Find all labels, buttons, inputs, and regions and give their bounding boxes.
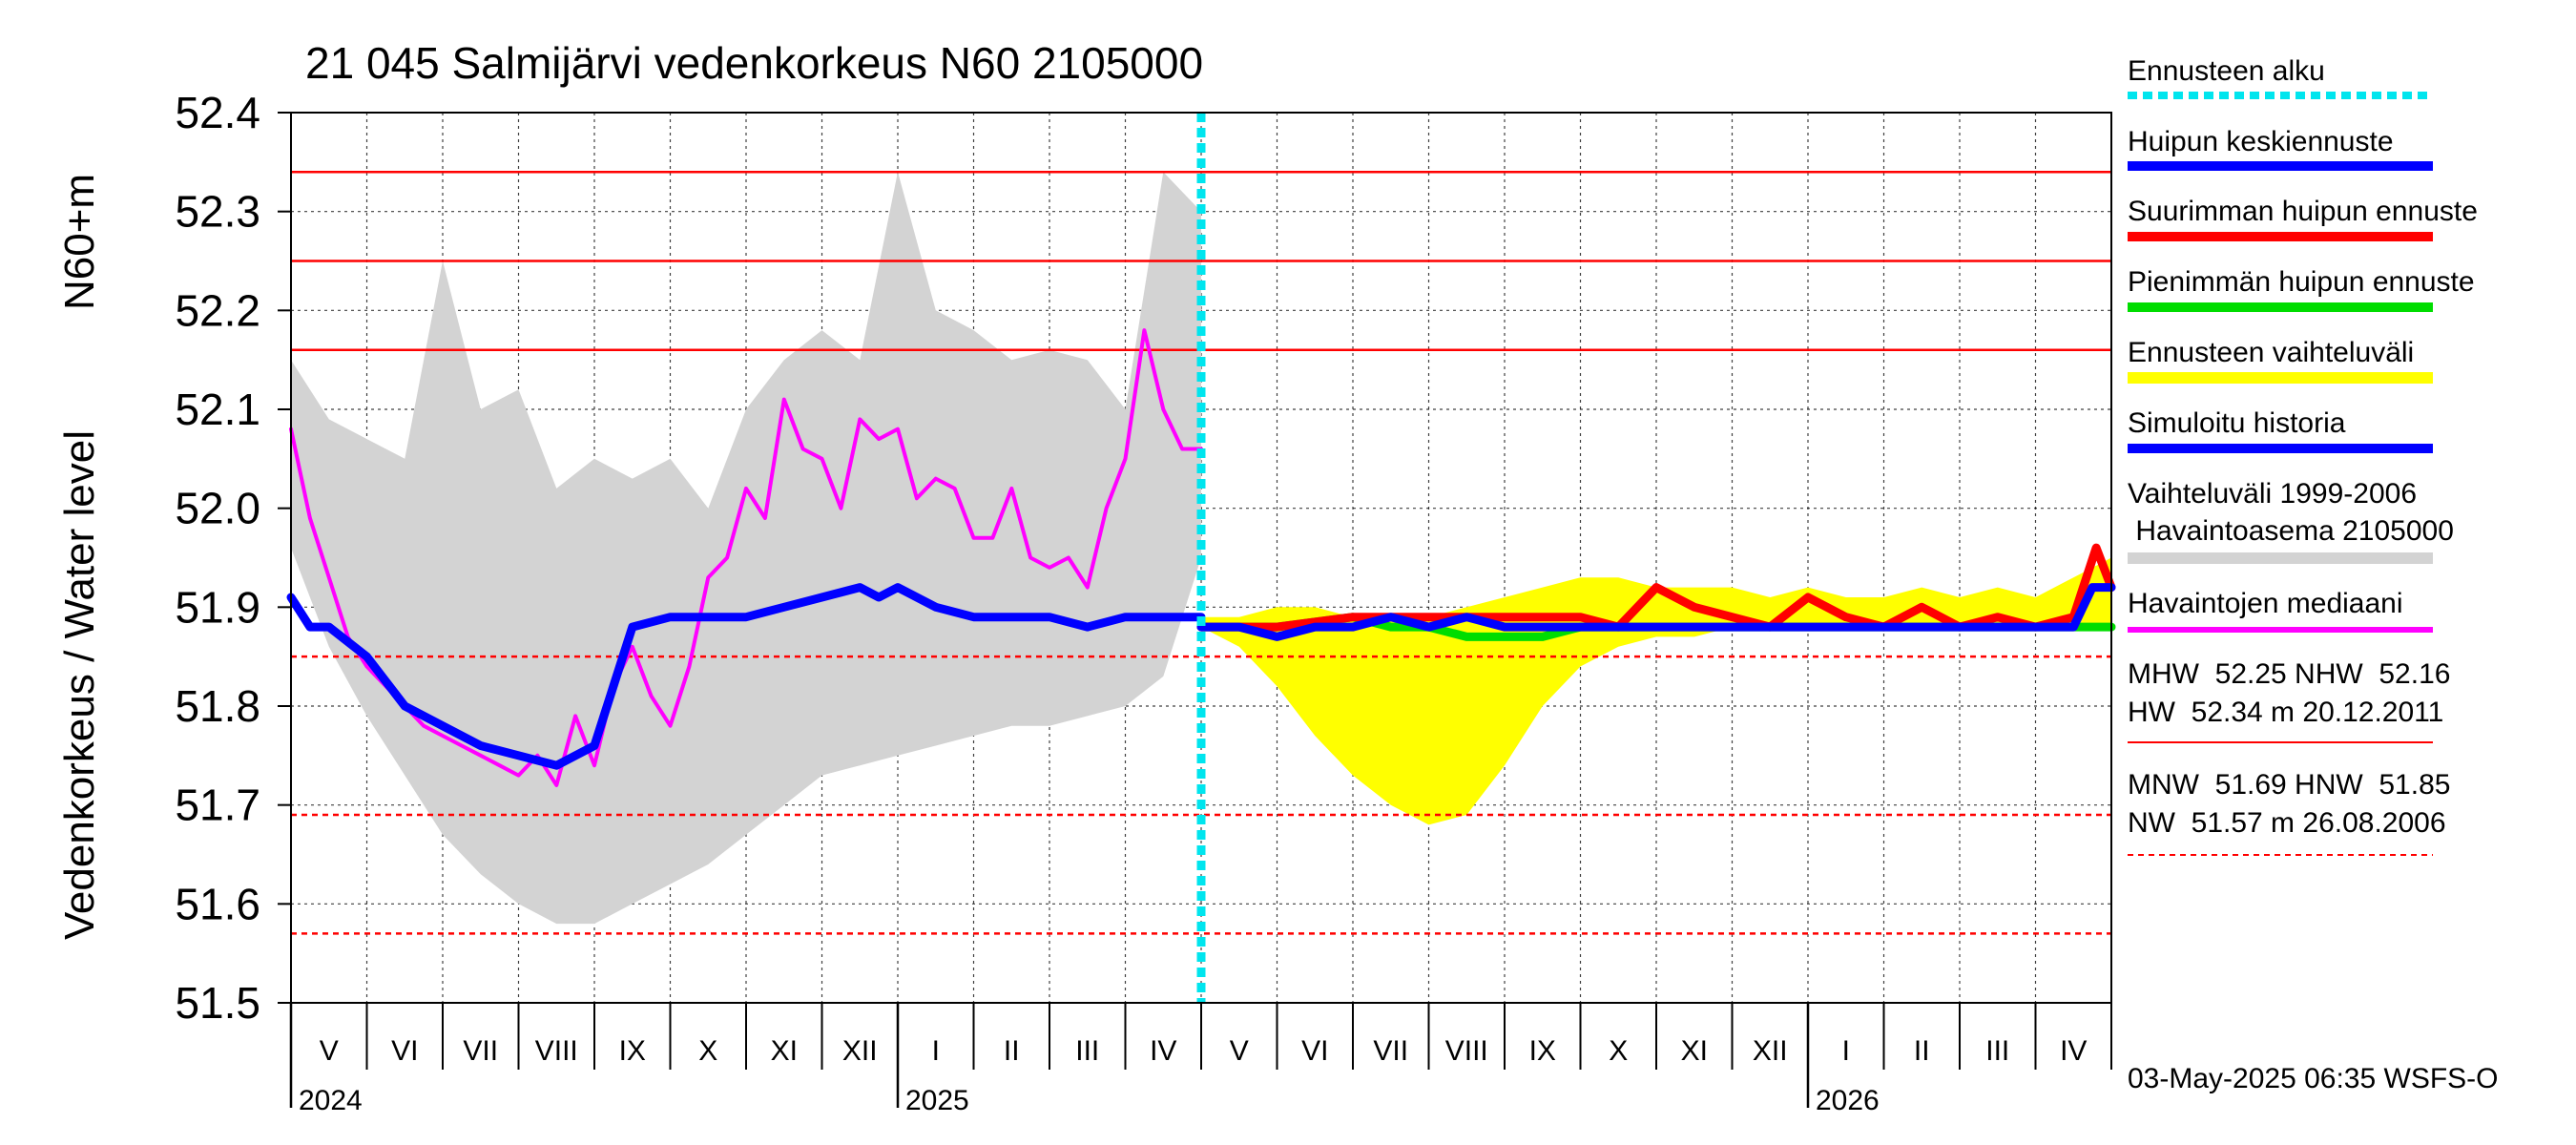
legend-label-observed-median: Havaintojen mediaani [2128,588,2403,619]
month-label: III [1075,1035,1099,1067]
legend-label-simulated-history: Simuloitu historia [2128,407,2346,439]
month-label: IV [1150,1035,1176,1067]
month-label: VIII [1445,1035,1488,1067]
legend-stats-low-2: NW 51.57 m 26.08.2006 [2128,807,2446,839]
month-label: VIII [535,1035,578,1067]
y-tick-label: 52.1 [175,385,260,434]
y-axis-label: Vedenkorkeus / Water level [56,430,103,940]
legend: Ennusteen alku Huipun keskiennuste Suuri… [2128,55,2478,856]
month-label: VII [1373,1035,1408,1067]
legend-label-forecast-range: Ennusteen vaihteluväli [2128,337,2414,368]
y-tick-label: 51.6 [175,879,260,928]
legend-label-historical-range-line1: Vaihteluväli 1999-2006 [2128,478,2417,510]
chart-title: 21 045 Salmijärvi vedenkorkeus N60 21050… [305,38,1203,88]
month-label: X [1609,1035,1628,1067]
month-label: XII [1753,1035,1788,1067]
month-label: V [1230,1035,1249,1067]
y-tick-label: 51.7 [175,781,260,830]
month-label: III [1985,1035,2009,1067]
series-huipun-keskiennuste [1196,583,2116,641]
band-vaihteluv-li-1999-2006-havaintoasema-2105000 [291,172,1201,925]
legend-label-min-peak: Pienimmän huipun ennuste [2128,266,2475,298]
month-label: IX [619,1035,646,1067]
year-label: 2026 [1816,1085,1880,1116]
legend-label-mean-peak: Huipun keskiennuste [2128,126,2394,157]
month-label: VI [391,1035,418,1067]
y-tick-label: 52.4 [175,88,260,137]
legend-label-max-peak: Suurimman huipun ennuste [2128,196,2478,227]
series-lines [286,328,2116,787]
month-label: II [1914,1035,1930,1067]
y-tick-label: 52.2 [175,285,260,335]
series-havaintojen-mediaani [289,328,1203,787]
month-label: XI [1681,1035,1708,1067]
year-label: 2025 [905,1085,969,1116]
month-label: I [1842,1035,1850,1067]
month-label: I [932,1035,940,1067]
month-label: VI [1301,1035,1328,1067]
month-label: IX [1529,1035,1556,1067]
year-label: 2024 [299,1085,363,1116]
legend-label-historical-range-line2: Havaintoasema 2105000 [2128,515,2454,547]
month-label: X [698,1035,717,1067]
legend-stats-high-2: HW 52.34 m 20.12.2011 [2128,697,2443,728]
footer-timestamp: 03-May-2025 06:35 WSFS-O [2128,1063,2499,1094]
month-label: XI [771,1035,798,1067]
series-simuloitu-historia [286,583,1206,770]
legend-label-forecast-start: Ennusteen alku [2128,55,2325,87]
legend-stats-low-1: MNW 51.69 HNW 51.85 [2128,769,2450,801]
legend-stats-high-1: MHW 52.25 NHW 52.16 [2128,658,2450,690]
month-label: VII [463,1035,498,1067]
y-tick-label: 52.0 [175,484,260,533]
y-axis-label-units: N60+m [56,174,103,310]
x-axis: V VI VII VIII IX X XI XII I II III IV V VI VII VIII IX X X… [289,1003,2112,1116]
month-label: XII [842,1035,878,1067]
y-axis-ticks: 52.4 52.3 52.2 52.1 52.0 51.9 51.8 51.7 51.6 51.5 [175,88,291,1028]
y-tick-label: 51.8 [175,681,260,731]
y-tick-label: 51.5 [175,978,260,1028]
y-tick-label: 51.9 [175,582,260,632]
month-label: V [320,1035,339,1067]
y-tick-label: 52.3 [175,187,260,237]
month-label: IV [2060,1035,2087,1067]
month-label: II [1004,1035,1020,1067]
